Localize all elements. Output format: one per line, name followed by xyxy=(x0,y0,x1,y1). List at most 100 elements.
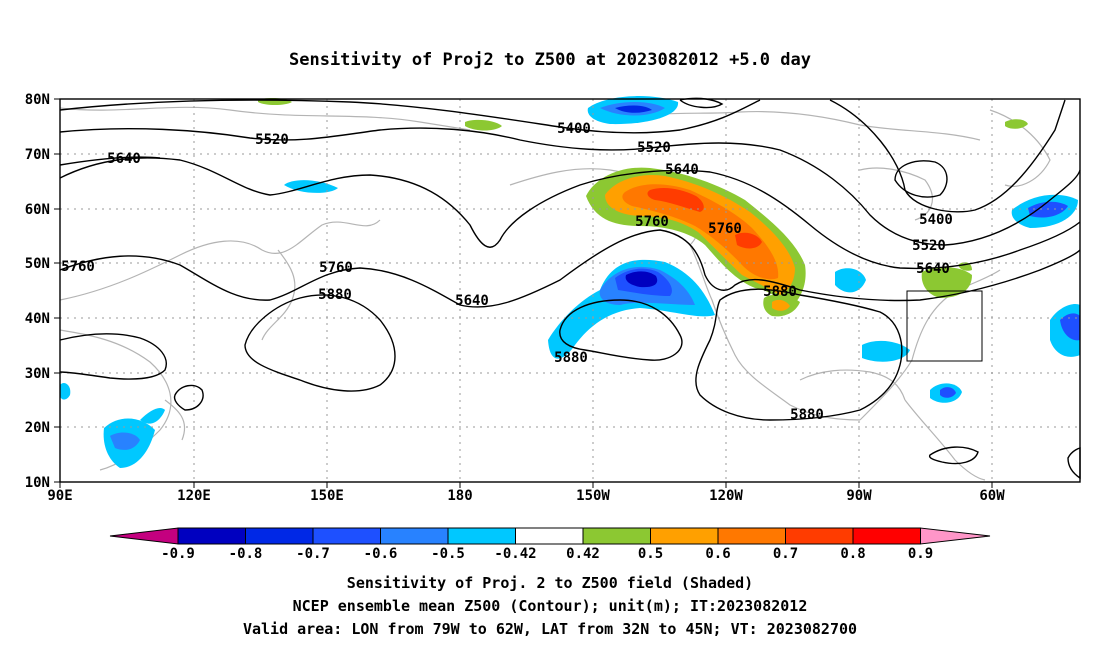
colorbar-label: -0.42 xyxy=(494,546,536,562)
lat-tick-label: 80N xyxy=(25,92,50,108)
contour-5640 xyxy=(59,157,1081,270)
contour-5400 xyxy=(59,99,761,134)
colorbar-label: -0.6 xyxy=(364,546,398,562)
blue-region xyxy=(1060,313,1080,341)
contour-5880-small xyxy=(173,384,204,411)
contour-5640-west xyxy=(59,156,161,166)
lon-tick-label: 120W xyxy=(709,488,743,504)
contour-5760 xyxy=(59,229,1081,308)
blue-region xyxy=(625,271,658,288)
contour-label: 5640 xyxy=(107,151,141,167)
contour-5880-west xyxy=(59,333,167,380)
contour-label: 5640 xyxy=(916,261,950,277)
lat-tick-label: 20N xyxy=(25,420,50,436)
lon-tick-label: 150W xyxy=(576,488,610,504)
lat-tick-label: 50N xyxy=(25,256,50,272)
caption-line-2: NCEP ensemble mean Z500 (Contour); unit(… xyxy=(292,597,808,615)
coast-arctic xyxy=(619,110,981,141)
contour-5880-se xyxy=(1067,447,1081,480)
shading-negative xyxy=(60,96,1080,468)
colorbar-label: 0.8 xyxy=(840,546,865,562)
coast-philippines xyxy=(164,399,186,441)
colorbar-cell xyxy=(515,527,584,545)
colorbar-label: 0.6 xyxy=(705,546,730,562)
coast-east-asia xyxy=(59,219,381,301)
colorbar-cell xyxy=(717,527,786,545)
contour-label: 5880 xyxy=(554,350,588,366)
lat-tick-label: 30N xyxy=(25,366,50,382)
lon-tick-label: 60W xyxy=(979,488,1005,504)
lon-tick-label: 180 xyxy=(447,488,472,504)
blue-region xyxy=(1028,201,1068,218)
colorbar-label: 0.7 xyxy=(773,546,798,562)
coast-hudson xyxy=(859,167,933,221)
contour-5880-caribbean xyxy=(928,446,979,465)
contour-5880-east xyxy=(695,288,903,421)
colorbar-labels: -0.9 -0.8 -0.7 -0.6 -0.5 -0.42 0.42 0.5 … xyxy=(161,546,933,562)
shading-positive xyxy=(258,97,1028,317)
valid-area-box xyxy=(906,290,983,362)
contour-5400-east xyxy=(829,99,1066,213)
warm-region xyxy=(647,188,704,212)
contour-label: 5520 xyxy=(255,132,289,148)
colorbar-cell-high-triangle xyxy=(920,527,991,545)
contour-label: 5880 xyxy=(763,284,797,300)
colorbar-cell xyxy=(380,527,449,545)
colorbar-label: 0.9 xyxy=(908,546,933,562)
lat-labels: 80N 70N 60N 50N 40N 30N 20N 10N xyxy=(25,92,50,491)
lon-tick-label: 90E xyxy=(47,488,72,504)
contour-5880-mid xyxy=(559,299,683,361)
lat-tick-label: 70N xyxy=(25,147,50,163)
warm-region xyxy=(622,184,779,280)
blue-region xyxy=(940,387,956,398)
lon-tick-label: 150E xyxy=(310,488,344,504)
colorbar-cell xyxy=(650,527,719,545)
lon-tick-label: 120E xyxy=(177,488,211,504)
warm-region xyxy=(772,299,790,311)
colorbar-label: -0.9 xyxy=(161,546,195,562)
lon-axis xyxy=(59,482,993,488)
colorbar-cell xyxy=(312,527,381,545)
warm-region xyxy=(465,119,502,131)
contour-label: 5880 xyxy=(790,407,824,423)
lon-labels: 90E 120E 150E 180 150W 120W 90W 60W xyxy=(47,488,1005,504)
caption-line-3: Valid area: LON from 79W to 62W, LAT fro… xyxy=(242,620,858,638)
coastlines xyxy=(59,106,1051,481)
z500-contours xyxy=(59,97,1081,480)
coast-gulf xyxy=(799,369,906,401)
contour-5880 xyxy=(244,294,396,392)
contour-5400-north xyxy=(679,97,724,109)
colorbar-cell xyxy=(852,527,921,545)
blue-region xyxy=(60,383,71,400)
coast-na-west xyxy=(689,244,861,421)
blue-region xyxy=(835,268,866,293)
colorbar-label: 0.5 xyxy=(638,546,663,562)
lon-tick-label: 90W xyxy=(846,488,872,504)
contour-label: 5400 xyxy=(919,212,953,228)
contour-label: 5760 xyxy=(635,214,669,230)
blue-region xyxy=(862,340,910,362)
contour-label: 5520 xyxy=(912,238,946,254)
colorbar-label: -0.7 xyxy=(296,546,330,562)
warm-region xyxy=(921,267,972,298)
coast-na-east xyxy=(859,269,1001,421)
graticule xyxy=(60,99,1080,482)
contour-label: 5640 xyxy=(455,293,489,309)
warm-region xyxy=(735,232,762,249)
colorbar-cell xyxy=(447,527,516,545)
contour-label: 5520 xyxy=(637,140,671,156)
caption-line-1: Sensitivity of Proj. 2 to Z500 field (Sh… xyxy=(346,574,754,592)
blue-region xyxy=(110,432,140,450)
colorbar-label: -0.5 xyxy=(431,546,465,562)
lat-tick-label: 40N xyxy=(25,311,50,327)
colorbar-cell xyxy=(785,527,854,545)
colorbar-cell xyxy=(582,527,651,545)
warm-region xyxy=(1005,119,1028,129)
contour-label-group: 5400 5520 5520 5640 5640 5640 5760 5760 … xyxy=(61,121,953,423)
contour-label: 5760 xyxy=(61,259,95,275)
lat-tick-label: 10N xyxy=(25,475,50,491)
chart-title: Sensitivity of Proj2 to Z500 at 20230820… xyxy=(289,50,811,70)
lat-tick-label: 60N xyxy=(25,202,50,218)
colorbar-cell xyxy=(245,527,314,545)
